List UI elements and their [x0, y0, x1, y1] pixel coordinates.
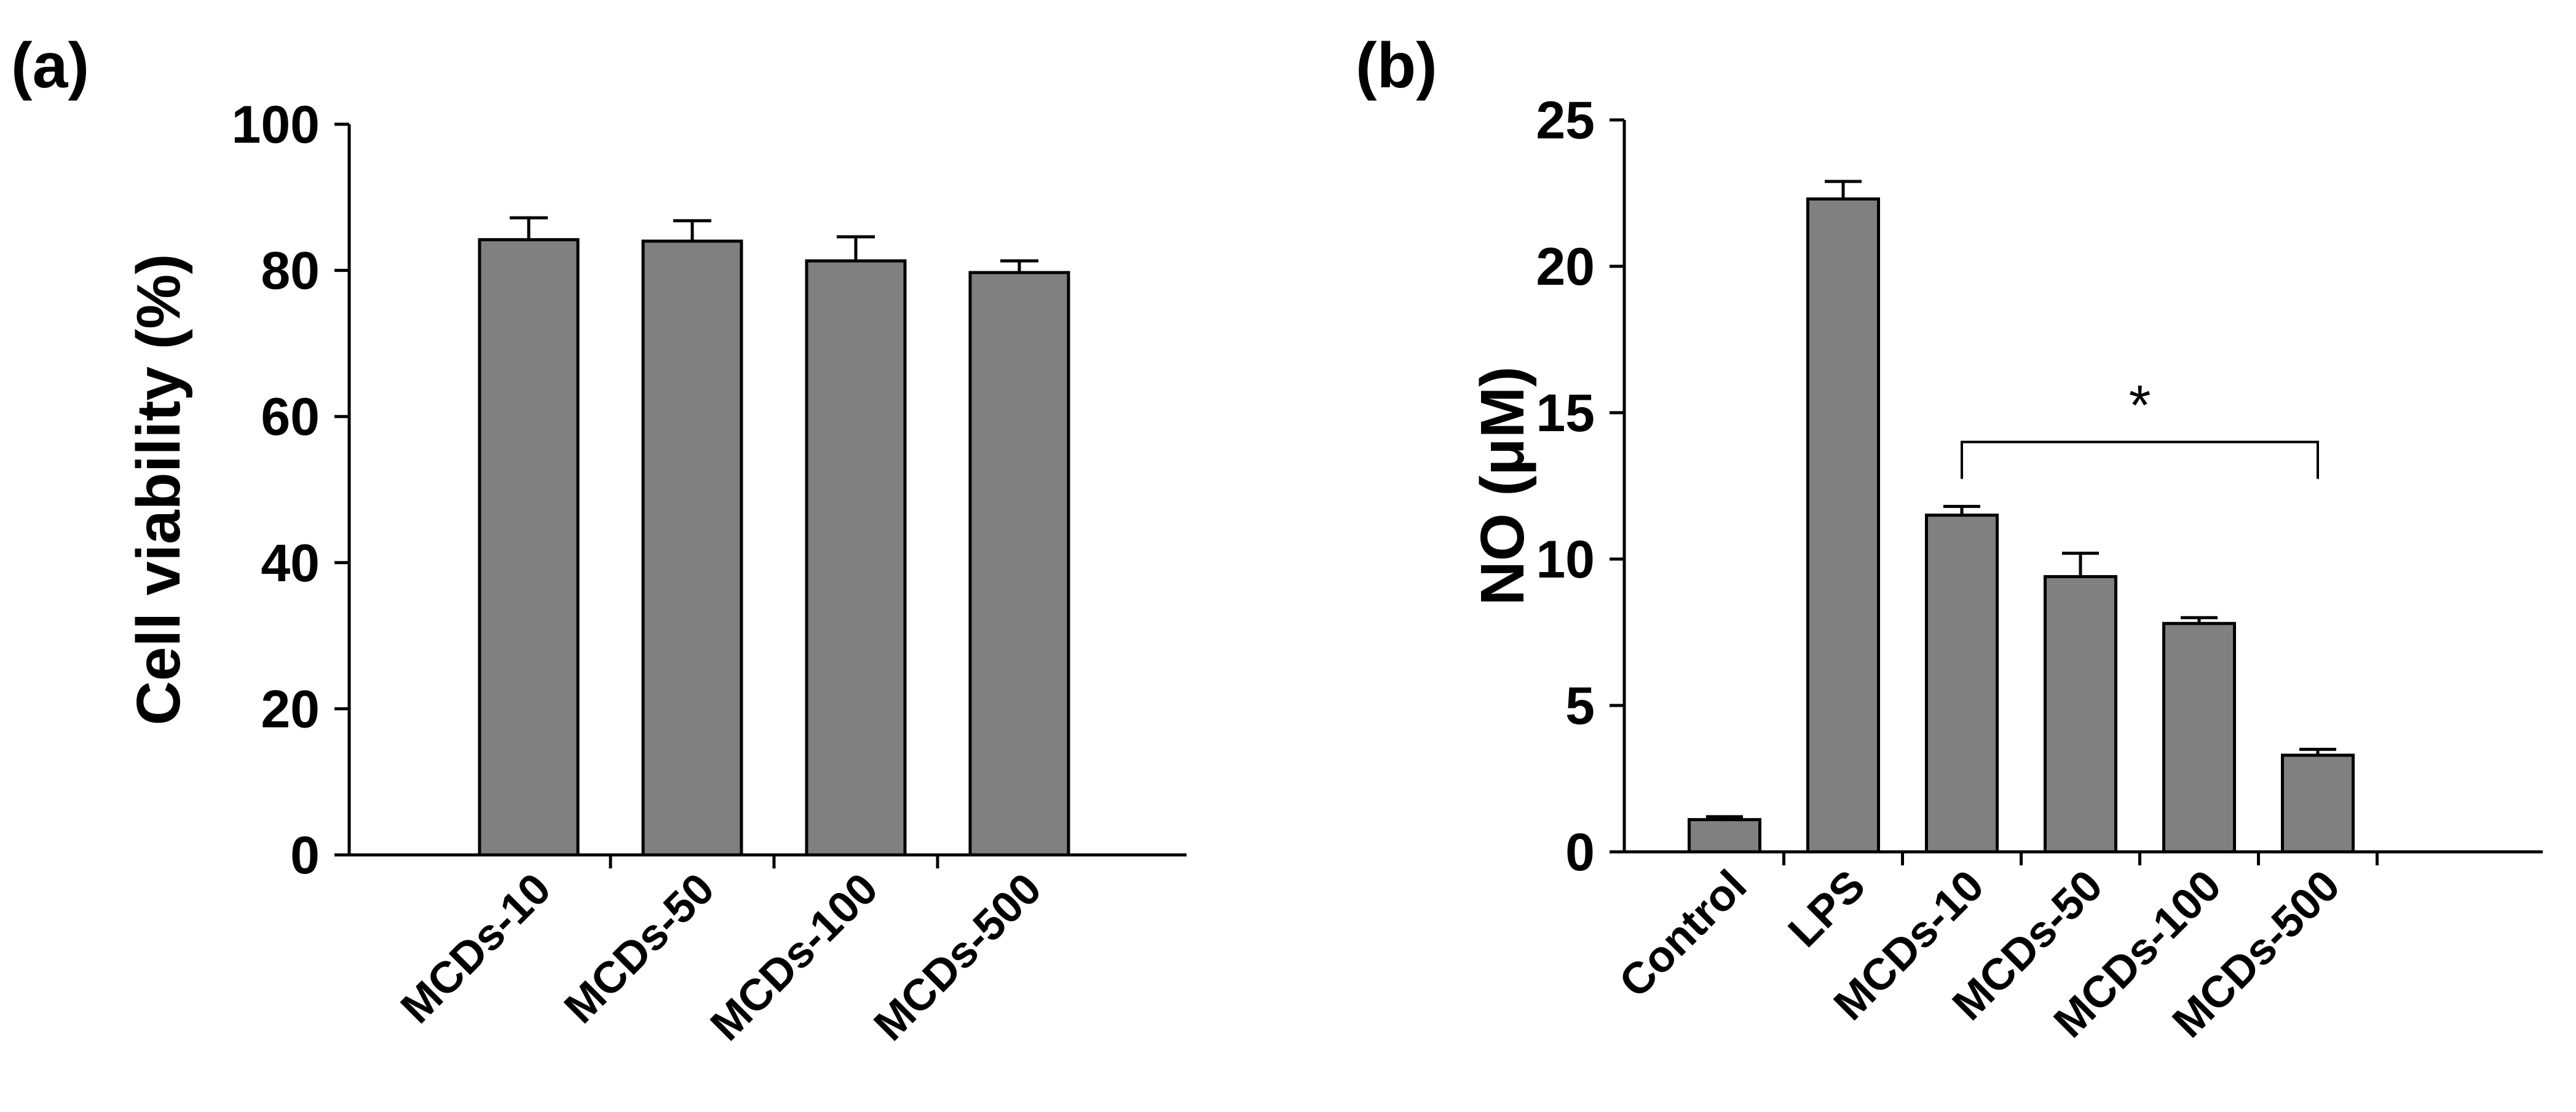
bar-lps	[1806, 197, 1880, 854]
x-tick-label: MCDs-10	[392, 864, 560, 1033]
y-tick-label: 20	[261, 680, 320, 739]
y-tick-label: 60	[261, 387, 320, 447]
bar-mcds-10	[478, 238, 580, 857]
y-tick-label: 100	[232, 95, 320, 154]
y-tick-label: 5	[1565, 677, 1595, 736]
significance-star: *	[2129, 375, 2151, 437]
x-tick-label: MCDs-50	[555, 864, 724, 1033]
bar-mcds-500	[968, 271, 1070, 857]
bar-control	[1688, 818, 1761, 854]
x-tick-label: Control	[1610, 861, 1756, 1007]
bar-mcds-50	[641, 239, 743, 857]
bar-mcds-500	[2281, 753, 2355, 854]
y-tick-label: 0	[290, 826, 320, 885]
bar-mcds-50	[2044, 575, 2117, 854]
bar-mcds-100	[2162, 622, 2236, 854]
y-tick-label: 15	[1536, 384, 1595, 443]
panel-label-b: (b)	[1356, 30, 1437, 101]
y-tick-label: 80	[261, 242, 320, 301]
y-axis-title: NO (μM)	[1468, 367, 1537, 606]
bar-mcds-100	[805, 259, 907, 857]
y-tick-label: 20	[1536, 237, 1595, 296]
y-tick-label: 40	[261, 534, 320, 593]
y-tick-label: 10	[1536, 530, 1595, 589]
bar-mcds-10	[1925, 514, 1999, 854]
x-tick-label: LPS	[1779, 861, 1875, 957]
y-tick-label: 0	[1565, 823, 1595, 882]
x-tick-label: MCDs-500	[865, 864, 1051, 1050]
x-tick-label: MCDs-100	[701, 864, 888, 1050]
panel-label-a: (a)	[11, 30, 89, 101]
y-axis-title: Cell viability (%)	[124, 254, 193, 726]
significance-bracket	[1961, 440, 2319, 479]
y-tick-label: 25	[1536, 91, 1595, 150]
